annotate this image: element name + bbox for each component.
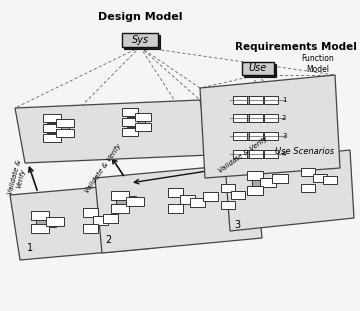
Bar	[122, 108, 138, 116]
Bar	[36, 217, 56, 227]
Text: 2: 2	[282, 115, 286, 121]
Bar	[323, 176, 337, 184]
Bar	[122, 118, 138, 126]
Bar	[122, 128, 138, 136]
Bar	[43, 114, 61, 122]
Text: Function
Model: Function Model	[302, 54, 334, 74]
Text: Validate & Verify: Validate & Verify	[217, 136, 269, 174]
Bar	[221, 184, 235, 192]
Bar	[242, 62, 274, 75]
Bar	[236, 114, 252, 122]
Bar	[313, 174, 327, 182]
Bar	[236, 150, 252, 158]
Bar	[233, 132, 247, 140]
Polygon shape	[225, 150, 354, 231]
Bar	[111, 191, 129, 199]
Text: Requirements Model: Requirements Model	[235, 42, 357, 52]
Bar	[93, 216, 108, 225]
Text: 2: 2	[105, 235, 111, 245]
Text: 3: 3	[234, 220, 240, 230]
Bar	[249, 114, 263, 122]
Bar	[231, 191, 245, 199]
Text: Use Scenarios: Use Scenarios	[275, 147, 334, 156]
Bar	[47, 123, 69, 133]
Text: 1: 1	[282, 97, 287, 103]
Bar	[189, 197, 204, 207]
Bar	[264, 150, 278, 158]
Bar	[247, 170, 263, 179]
Polygon shape	[15, 100, 210, 163]
Bar	[249, 150, 263, 158]
Bar	[43, 134, 61, 142]
Bar	[249, 96, 263, 104]
Bar	[236, 132, 252, 140]
Text: 4: 4	[282, 151, 286, 157]
Bar	[249, 132, 263, 140]
Polygon shape	[10, 183, 155, 260]
Bar	[103, 213, 117, 222]
Bar	[272, 174, 288, 183]
Bar	[43, 124, 61, 132]
Bar	[82, 207, 98, 216]
Bar	[233, 114, 247, 122]
Bar	[46, 216, 64, 225]
Bar	[233, 150, 247, 158]
Bar	[264, 96, 278, 104]
Bar	[301, 168, 315, 176]
Bar	[247, 185, 263, 194]
Bar	[126, 197, 144, 206]
Text: 1: 1	[27, 243, 33, 253]
Bar	[82, 224, 98, 233]
Polygon shape	[95, 163, 262, 253]
Bar	[252, 178, 270, 187]
Text: Use: Use	[249, 63, 267, 73]
Bar	[260, 178, 276, 187]
Bar	[116, 196, 136, 206]
Bar	[180, 194, 194, 203]
Bar	[56, 129, 74, 137]
Text: Validate &
Verify: Validate & Verify	[7, 159, 29, 197]
Bar	[167, 188, 183, 197]
Bar	[202, 192, 217, 201]
Bar	[122, 33, 158, 47]
Bar	[236, 96, 252, 104]
Bar	[111, 203, 129, 212]
Bar	[233, 96, 247, 104]
Bar	[264, 132, 278, 140]
Bar	[31, 211, 49, 220]
Bar	[264, 114, 278, 122]
Text: Sys: Sys	[131, 35, 149, 45]
Bar	[221, 201, 235, 209]
Text: Design Model: Design Model	[98, 12, 182, 22]
Text: 3: 3	[282, 133, 287, 139]
Text: Validate & Verify: Validate & Verify	[84, 142, 122, 194]
Bar	[127, 117, 145, 127]
Polygon shape	[200, 75, 340, 178]
Bar	[244, 63, 276, 77]
Bar	[135, 113, 151, 121]
Bar	[124, 35, 160, 49]
Bar	[135, 123, 151, 131]
Bar	[56, 119, 74, 127]
Bar	[301, 184, 315, 192]
Bar	[167, 203, 183, 212]
Bar	[31, 224, 49, 233]
